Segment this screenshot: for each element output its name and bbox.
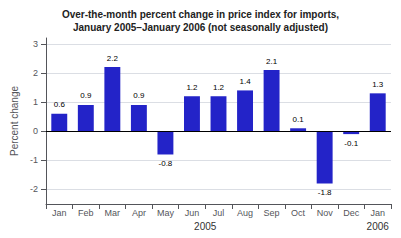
svg-text:2.1: 2.1 [266, 57, 278, 66]
svg-text:Feb: Feb [78, 208, 94, 218]
svg-text:Sep: Sep [264, 208, 280, 218]
svg-text:0.1: 0.1 [293, 115, 305, 124]
svg-text:-0.8: -0.8 [159, 159, 173, 168]
svg-text:Over-the-month percent change: Over-the-month percent change in price i… [62, 9, 339, 20]
svg-text:1.4: 1.4 [239, 77, 251, 86]
svg-text:1.2: 1.2 [213, 83, 225, 92]
svg-text:1: 1 [33, 97, 38, 107]
svg-text:1.2: 1.2 [186, 83, 198, 92]
svg-text:2005: 2005 [194, 221, 217, 232]
svg-text:-2: -2 [30, 184, 38, 194]
svg-text:January 2005–January 2006 (not: January 2005–January 2006 (not seasonall… [73, 22, 328, 33]
svg-text:Dec: Dec [343, 208, 360, 218]
svg-text:Jun: Jun [185, 208, 200, 218]
svg-text:May: May [157, 208, 175, 218]
svg-text:-1.8: -1.8 [318, 188, 332, 197]
svg-text:Apr: Apr [132, 208, 146, 218]
svg-text:Percent change: Percent change [9, 86, 20, 156]
svg-text:-0.1: -0.1 [344, 139, 358, 148]
svg-text:-1: -1 [30, 155, 38, 165]
svg-text:Oct: Oct [291, 208, 306, 218]
svg-text:Nov: Nov [317, 208, 334, 218]
svg-text:2: 2 [33, 68, 38, 78]
svg-text:Aug: Aug [237, 208, 253, 218]
svg-text:3: 3 [33, 39, 38, 49]
svg-text:Jul: Jul [213, 208, 225, 218]
svg-text:Jan: Jan [52, 208, 67, 218]
svg-text:2.2: 2.2 [107, 54, 119, 63]
svg-text:0.9: 0.9 [133, 91, 145, 100]
svg-text:0: 0 [33, 126, 38, 136]
svg-text:Jan: Jan [370, 208, 385, 218]
svg-text:1.3: 1.3 [372, 80, 384, 89]
svg-text:2006: 2006 [367, 221, 390, 232]
svg-text:0.6: 0.6 [54, 100, 66, 109]
svg-text:0.9: 0.9 [80, 91, 92, 100]
svg-text:Mar: Mar [105, 208, 121, 218]
